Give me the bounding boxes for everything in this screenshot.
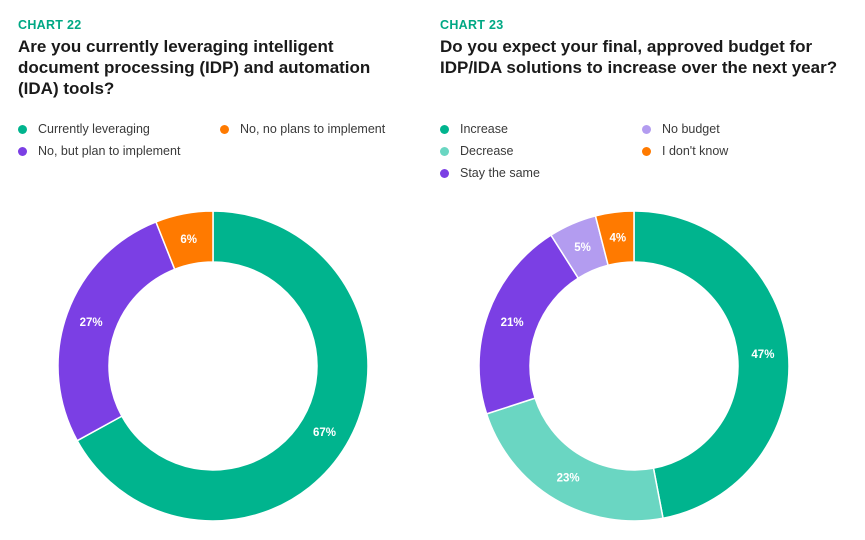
slice-value-label: 6%: [180, 234, 197, 246]
legend-item: No budget: [642, 122, 720, 136]
chart-number: CHART 23: [440, 18, 504, 32]
legend: Increase Decrease Stay the same No budge…: [440, 122, 860, 192]
chart-number: CHART 22: [18, 18, 82, 32]
legend-item: I don't know: [642, 144, 728, 158]
donut-slice: [76, 210, 369, 522]
legend-label: No budget: [662, 122, 720, 136]
legend-item: Increase: [440, 122, 508, 136]
legend-label: Increase: [460, 122, 508, 136]
legend: Currently leveraging No, but plan to imp…: [18, 122, 438, 192]
donut-slice: [154, 210, 214, 271]
slice-value-label: 21%: [501, 317, 524, 329]
slice-value-label: 47%: [751, 349, 774, 361]
legend-label: Decrease: [460, 144, 514, 158]
donut-slice: [57, 220, 176, 442]
chart-title-line: Are you currently leveraging intelligent: [18, 37, 334, 56]
legend-label: Currently leveraging: [38, 122, 150, 136]
legend-dot-icon: [220, 124, 229, 134]
slice-value-label: 4%: [609, 233, 626, 245]
donut-slice: [478, 234, 580, 415]
slice-value-label: 67%: [313, 427, 336, 439]
slice-value-label: 27%: [80, 317, 103, 329]
chart-title: Do you expect your final, approved budge…: [440, 36, 837, 78]
legend-label: No, no plans to implement: [240, 122, 386, 136]
legend-item: No, no plans to implement: [220, 122, 385, 136]
legend-dot-icon: [440, 168, 449, 178]
legend-dot-icon: [18, 146, 27, 156]
donut-slice: [485, 397, 664, 522]
chart-title: Are you currently leveraging intelligent…: [18, 36, 370, 99]
legend-label: Stay the same: [460, 166, 540, 180]
donut-chart-22: 67% 27% 6%: [57, 210, 369, 522]
legend-label: I don't know: [662, 144, 729, 158]
legend-dot-icon: [440, 124, 449, 134]
legend-item: No, but plan to implement: [18, 144, 180, 158]
legend-item: Currently leveraging: [18, 122, 150, 136]
legend-label: No, but plan to implement: [38, 144, 181, 158]
chart-title-line: IDP/IDA solutions to increase over the n…: [440, 58, 838, 77]
slice-value-label: 5%: [574, 242, 591, 254]
donut-slice: [594, 210, 635, 267]
chart-title-line: (IDA) tools?: [18, 79, 115, 98]
chart-title-line: document processing (IDP) and automation: [18, 58, 371, 77]
legend-item: Decrease: [440, 144, 514, 158]
donut-slice: [633, 210, 790, 520]
slice-value-label: 23%: [557, 472, 580, 484]
chart-title-line: Do you expect your final, approved budge…: [440, 37, 813, 56]
donut-chart-23: 47% 23% 21% 5% 4%: [478, 210, 790, 522]
legend-dot-icon: [642, 146, 651, 156]
legend-dot-icon: [642, 124, 651, 134]
legend-item: Stay the same: [440, 166, 540, 180]
legend-dot-icon: [440, 146, 449, 156]
legend-dot-icon: [18, 124, 27, 134]
